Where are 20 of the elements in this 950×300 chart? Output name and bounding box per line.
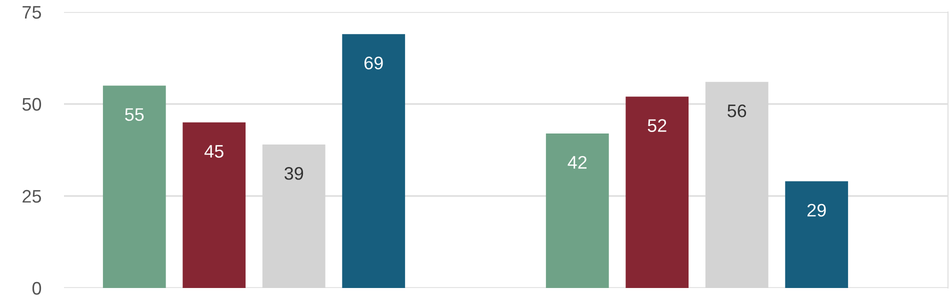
bar [705, 82, 768, 288]
data-label: 45 [204, 145, 224, 158]
y-tick-label: 25 [22, 190, 42, 203]
data-label: 42 [568, 156, 587, 169]
data-label: 29 [807, 204, 826, 217]
bar [626, 96, 689, 288]
bar [262, 144, 326, 288]
bar [102, 86, 166, 288]
data-label: 52 [648, 119, 666, 132]
y-tick-label: 0 [32, 282, 42, 295]
data-label: 56 [728, 104, 746, 118]
bar [546, 133, 609, 288]
y-tick-label: 50 [22, 98, 42, 111]
bar [785, 181, 848, 288]
bar [182, 122, 246, 288]
data-label: 55 [125, 108, 144, 121]
data-label: 69 [364, 56, 383, 70]
data-label: 39 [284, 167, 304, 180]
y-tick-label: 75 [22, 6, 42, 19]
bar [342, 34, 406, 288]
